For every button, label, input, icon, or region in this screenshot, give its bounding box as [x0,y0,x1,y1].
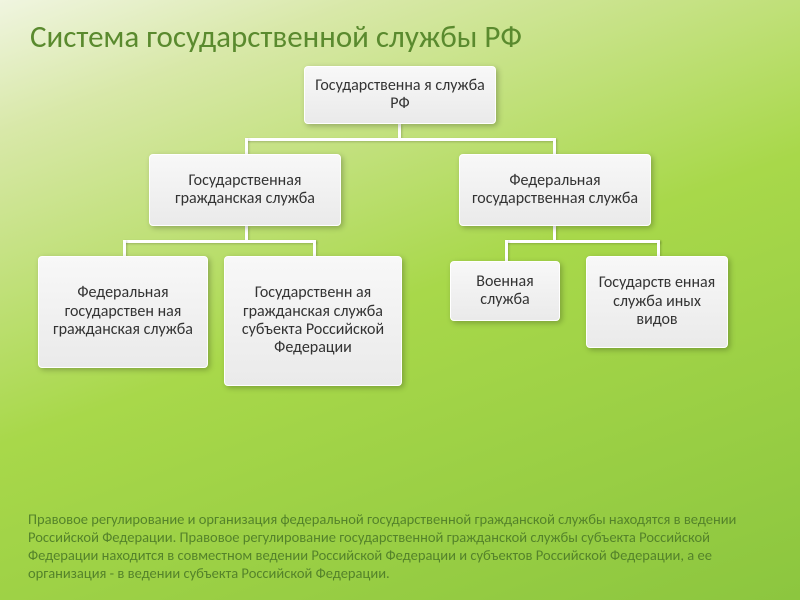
connector [505,240,660,243]
connector [123,240,126,256]
connector [313,240,316,256]
page-title: Система государственной службы РФ [0,0,800,66]
node-fed-civil: Федеральная государствен ная гражданская… [38,256,208,368]
connector [245,226,248,240]
connector [123,240,316,243]
connector [245,138,555,141]
node-subject-civil: Государственн ая гражданская служба субъ… [224,256,402,386]
node-federal-service: Федеральная государственная служба [459,154,651,226]
node-military: Военная служба [450,261,560,321]
connector [553,226,556,240]
node-other: Государств енная служба иных видов [586,256,728,348]
connector [505,240,508,261]
connector [245,138,248,154]
connector [553,138,556,154]
node-civil-service: Государственная гражданская служба [149,154,341,226]
connector [398,124,401,138]
footer-paragraph: Правовое регулирование и организация фед… [28,510,772,583]
connector [657,240,660,256]
org-chart: Государственна я служба РФ Государственн… [0,66,800,446]
node-root: Государственна я служба РФ [304,66,496,124]
